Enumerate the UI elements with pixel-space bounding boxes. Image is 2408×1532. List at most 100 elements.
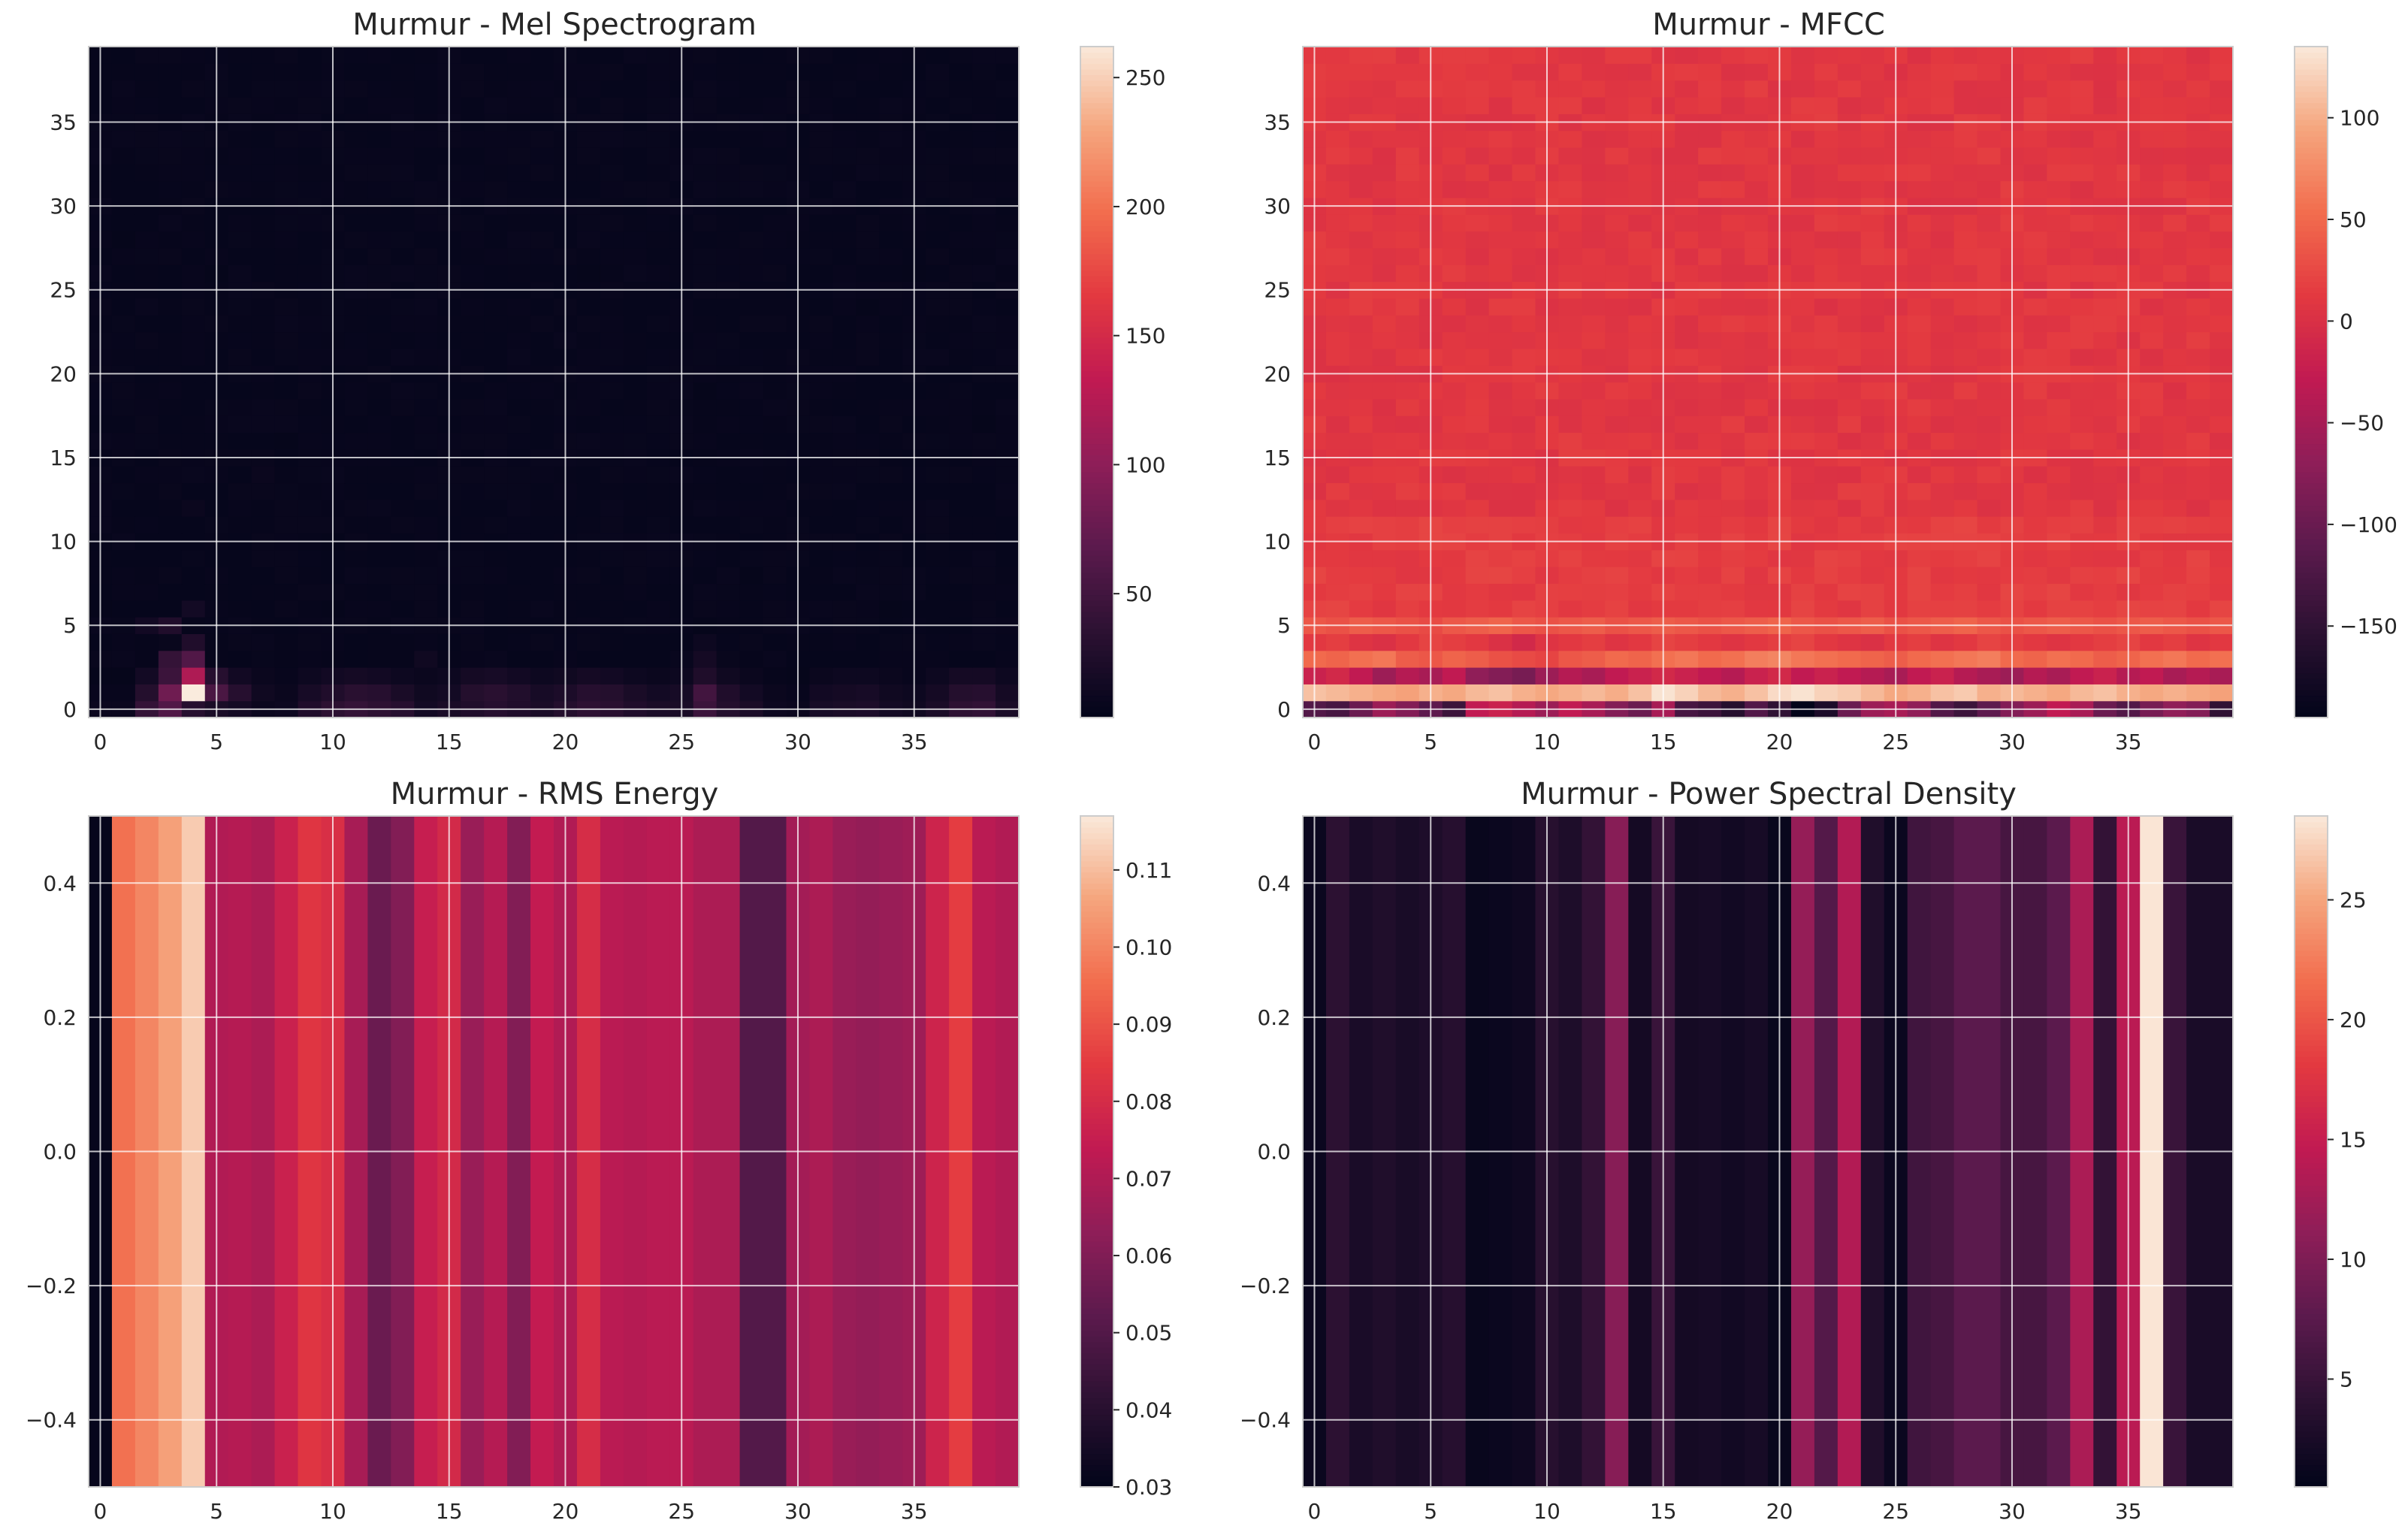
rms-xtick-label: 5 [210,1499,223,1524]
mel-cell [158,298,183,316]
mel-cell [367,214,391,232]
mfcc-cell [1907,214,1932,232]
mel-cell [367,147,391,165]
mel-cell [879,348,903,366]
mfcc-cell [2140,650,2164,668]
mfcc-cell [1349,180,1373,198]
mfcc-cell [1558,264,1582,283]
mel-cell [809,348,833,366]
mfcc-cell [1442,264,1467,283]
mel-cell [623,63,648,81]
mfcc-cell [2093,633,2117,651]
mel-cell [576,63,601,81]
mfcc-cell [1930,47,1955,64]
mel-cell [344,567,368,585]
mel-cell [391,214,415,232]
mel-cell [414,247,438,265]
mfcc-cell [1930,600,1955,618]
mfcc-cell [1837,432,1862,450]
mel-cell [484,466,508,484]
mfcc-cell [1837,415,1862,434]
mel-cell [739,466,764,484]
mfcc-cell [1930,348,1955,366]
mfcc-cell [1907,432,1932,450]
mel-cell [228,298,252,316]
mfcc-cell [1605,264,1629,283]
mel-cell [949,499,973,517]
mel-cell [716,567,741,585]
mfcc-cell [1953,80,1978,98]
mel-cell [949,130,973,148]
mfcc-cell [1372,567,1397,585]
mel-cell [832,214,857,232]
mfcc-cell [1745,567,1769,585]
mel-cell [739,499,764,517]
mfcc-cell [1605,63,1629,81]
mel-cell [181,63,206,81]
mel-cell [739,633,764,651]
mfcc-cell [1814,466,1838,484]
psd-ytick-label: 0.0 [1257,1140,1291,1165]
mfcc-cell [1745,398,1769,416]
mfcc-cell [1814,231,1838,249]
mfcc-cell [1349,331,1373,349]
mfcc-cell [1698,583,1722,601]
mfcc-cell [1395,331,1420,349]
mfcc-cell [2047,382,2071,400]
mfcc-cell [1860,415,1885,434]
mel-cell [181,130,206,148]
mel-cell [832,147,857,165]
mfcc-cell [1907,382,1932,400]
mel-cell [228,382,252,400]
mfcc-cell [1675,583,1699,601]
mel-cell [507,348,531,366]
mel-cell [367,415,391,434]
mfcc-cell [1582,80,1606,98]
mel-cell [228,47,252,64]
mfcc-cell [2047,231,2071,249]
mfcc-cell [2023,130,2047,148]
mfcc-cell [1698,47,1722,64]
mfcc-cell [2163,63,2187,81]
mfcc-cell [1349,684,1373,702]
mfcc-cell [1349,466,1373,484]
mel-cell [507,432,531,450]
mel-cell [274,264,299,283]
mel-cell [461,382,485,400]
mfcc-cell [1325,516,1350,534]
mfcc-cell [1442,398,1467,416]
mfcc-cell [1582,164,1606,182]
mel-cell [949,567,973,585]
mfcc-cell [1628,398,1652,416]
mel-cell [972,650,996,668]
mfcc-cell [2163,398,2187,416]
mfcc-cell [1372,247,1397,265]
mel-cell [507,415,531,434]
mfcc-cell [1698,130,1722,148]
mel-cell [274,583,299,601]
mfcc-cell [2210,130,2234,148]
mfcc-cell [1442,415,1467,434]
mfcc-cell [2093,398,2117,416]
mel-cell [576,231,601,249]
mel-cell [158,633,183,651]
mfcc-cell [1790,432,1815,450]
mfcc-cell [1837,583,1862,601]
mfcc-cell [1442,482,1467,500]
mfcc-cell [1698,499,1722,517]
psd-gridlines [1303,816,2233,1487]
mfcc-cell [1325,398,1350,416]
mel-cell [134,348,159,366]
mfcc-cell [1628,298,1652,316]
mel-cell [274,650,299,668]
mfcc-cell [2070,231,2094,249]
mel-cell [576,667,601,684]
mfcc-cell [2163,247,2187,265]
mfcc-cell [1395,47,1420,64]
mel-cell [763,482,787,500]
mfcc-cell [1372,516,1397,534]
mel-cell [391,583,415,601]
mfcc-cell [1790,247,1815,265]
mel-cell [809,398,833,416]
